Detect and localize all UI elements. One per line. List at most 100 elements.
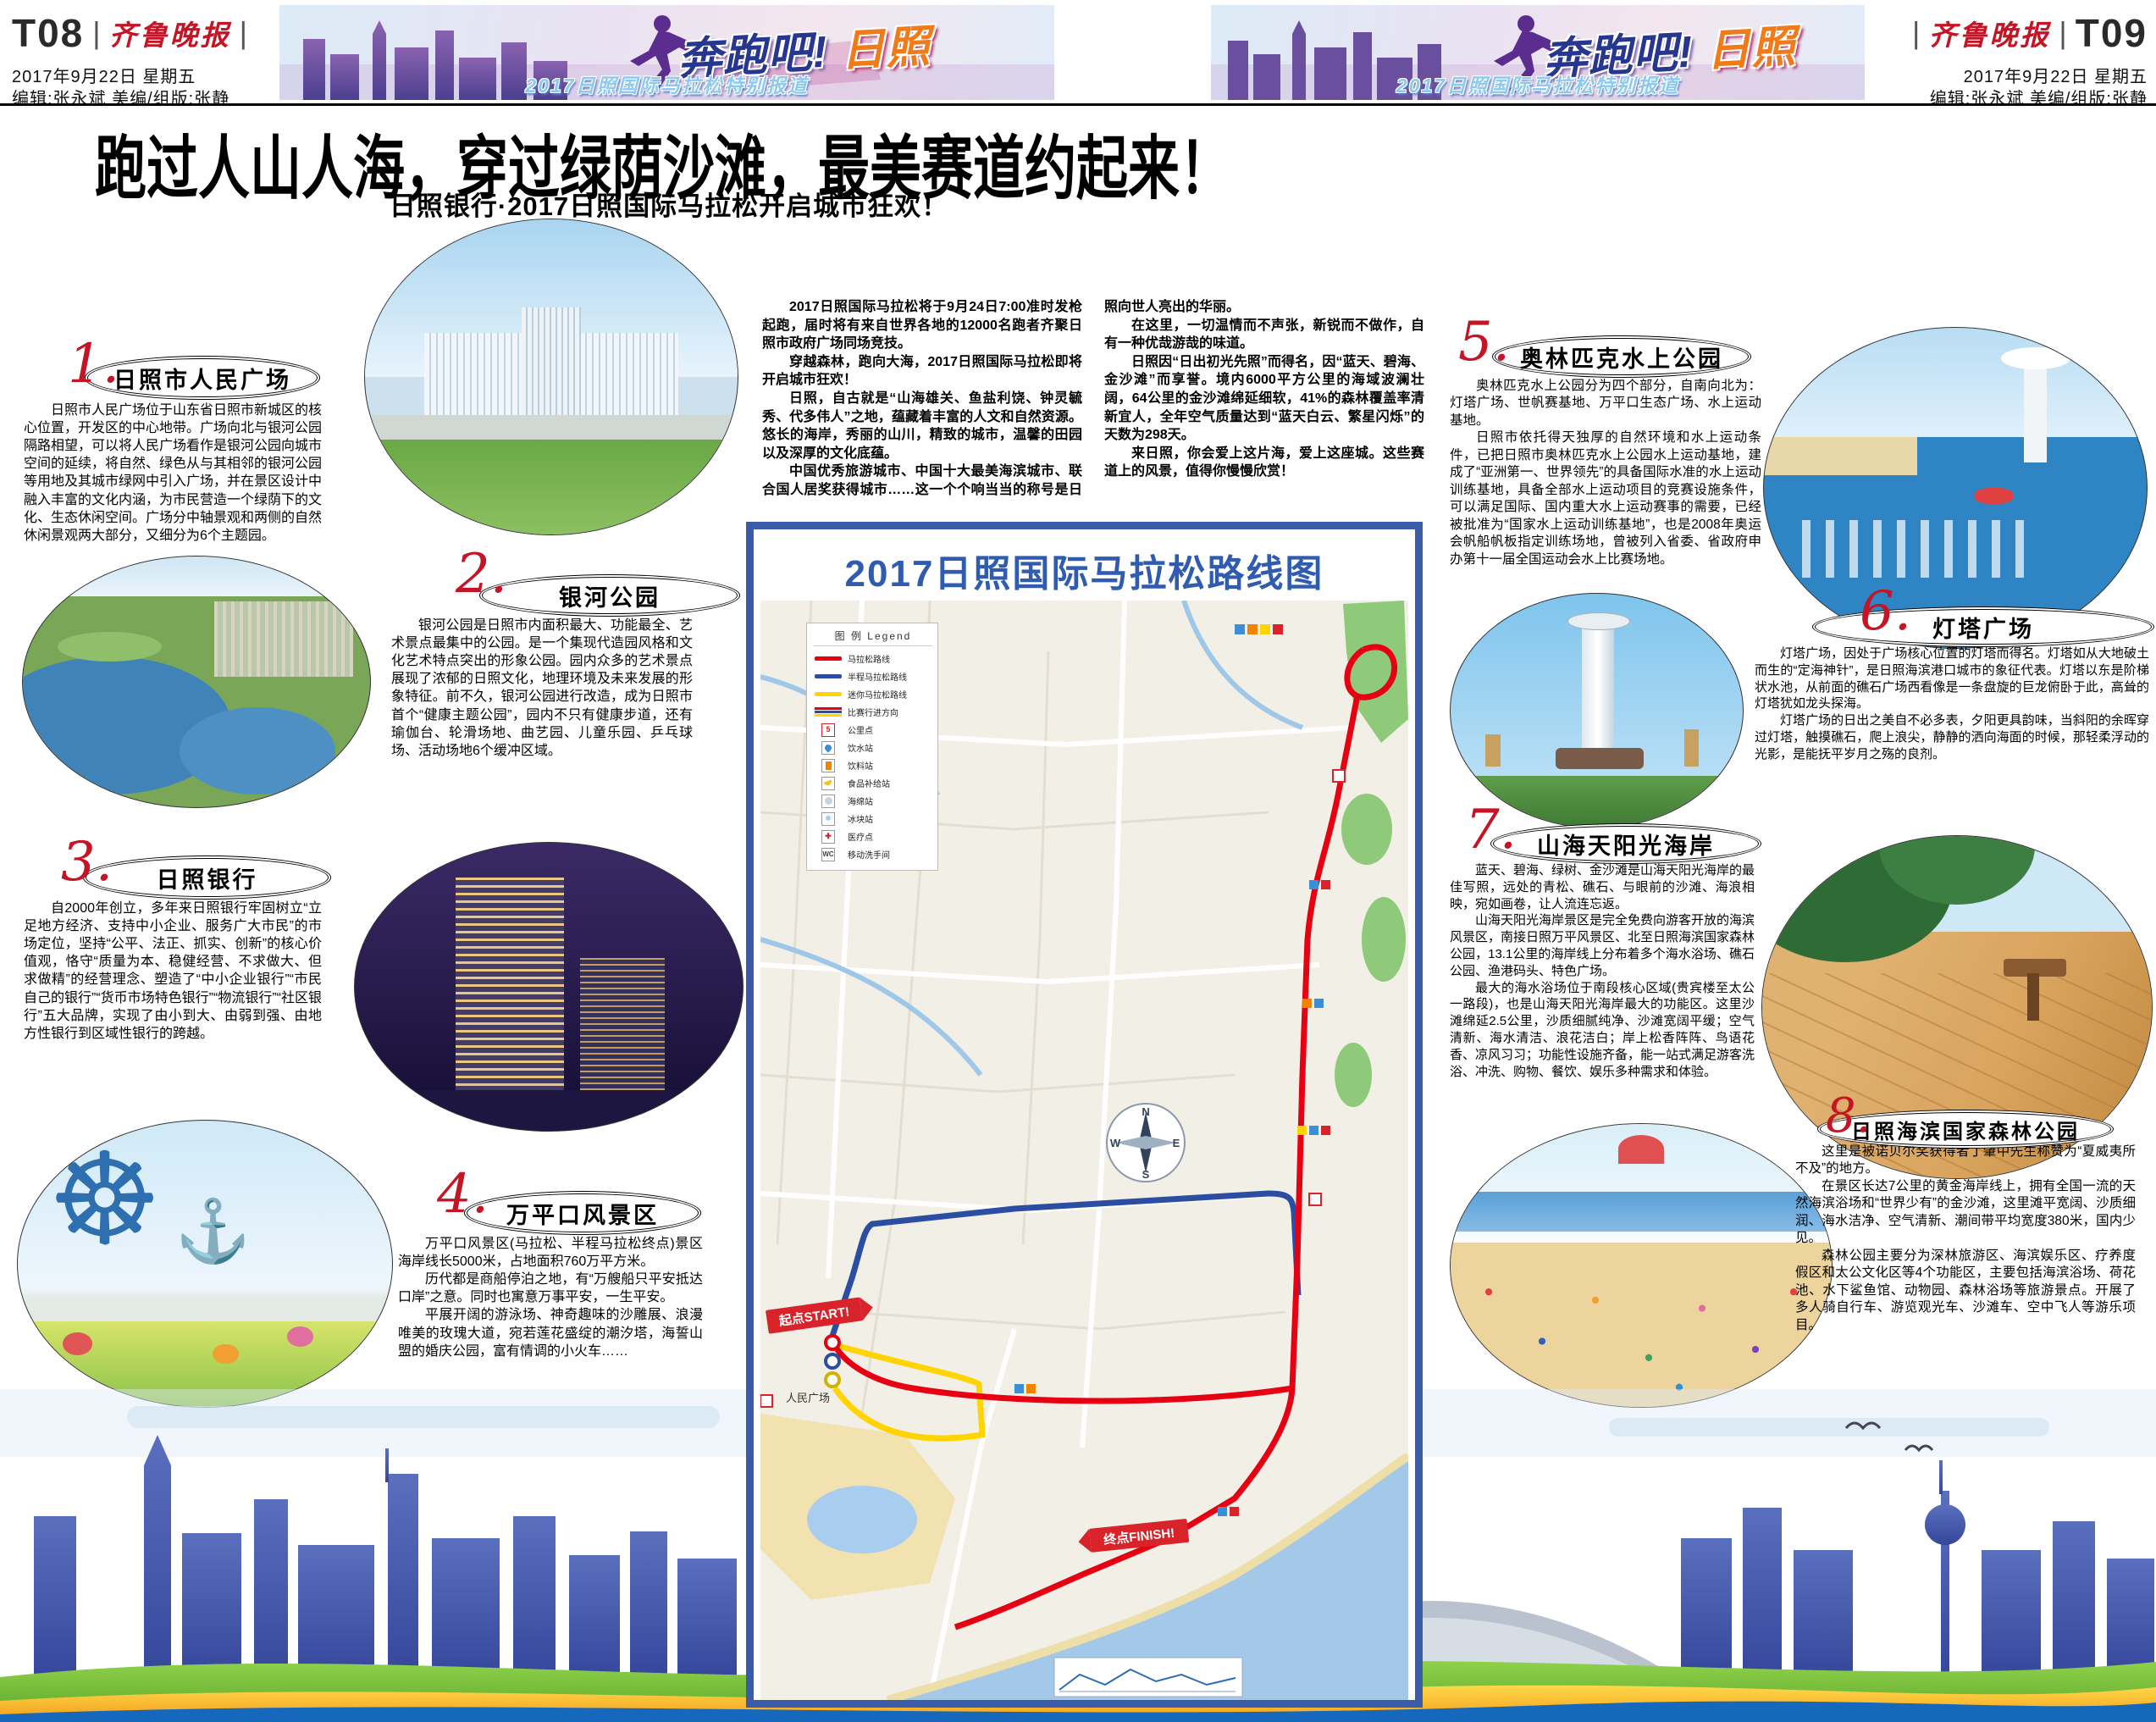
section-7-body: 蓝天、碧海、绿树、金沙滩是山海天阳光海岸的最佳写照，远处的青松、礁石、与眼前的沙…	[1450, 863, 1755, 1079]
section-3-body: 自2000年创立，多年来日照银行牢固树立“立足地方经济、支持中小企业、服务广大市…	[24, 901, 322, 1041]
banner-subtitle: 2017日照国际马拉松特别报道	[1396, 75, 1680, 97]
city-skyline-graphic	[0, 1389, 2156, 1722]
intro-para: 穿越森林，跑向大海，2017日照国际马拉松即将开启城市狂欢！	[762, 354, 1082, 388]
route-start-dot	[824, 1353, 841, 1370]
aid-station-icons	[760, 624, 1346, 1516]
section-1-body: 日照市人民广场位于山东省日照市新城区的核心位置，开发区的中心地带。广场向北与银河…	[24, 403, 323, 543]
banner-right: 奔跑吧! 日照 2017日照国际马拉松特别报道	[1211, 5, 1865, 100]
svg-text:E: E	[1173, 1137, 1180, 1149]
direction-arrows-icon	[815, 707, 842, 717]
banner-left: 奔跑吧! 日照 2017日照国际马拉松特别报道	[279, 5, 1054, 100]
intro-para: 日照因“日出初光先照”而得名，因“蓝天、碧海、金沙滩”而享誉。境内6000平方公…	[1104, 354, 1424, 443]
photo-wanpingkou: ☸ ⚓	[17, 1120, 393, 1408]
map-title: 2017日照国际马拉松路线图	[844, 553, 1324, 595]
page-header-right: | 齐鲁晚报 | T09	[1868, 10, 2148, 56]
section-title-label: 日照海滨国家森林公园	[1851, 1120, 2080, 1143]
section-3-number: 3.	[61, 831, 113, 894]
photo-bank-of-rizhao	[354, 842, 744, 1132]
intro-para: 2017日照国际马拉松将于9月24日7:00准时发枪起跑，届时将有来自世界各地的…	[762, 300, 1082, 352]
photo-peoples-square	[364, 219, 738, 535]
section-8-title: 日照海滨国家森林公园	[1817, 1110, 2114, 1149]
divider: |	[92, 15, 101, 50]
section-5-title: 奥林匹克水上公园	[1492, 335, 1751, 378]
section-8-body: 这里是被诺贝尔奖获得者丁肇中先生称赞为“夏威夷所不及”的地方。 在景区长达7公里…	[1795, 1144, 2136, 1332]
divider: |	[239, 15, 247, 50]
marathon-route	[832, 644, 1398, 1631]
banner-art	[279, 15, 1054, 100]
paper-logo-left: 齐鲁晚报	[108, 19, 231, 52]
banner-art	[1211, 15, 1865, 100]
section-8-number: 8.	[1826, 1088, 1871, 1143]
anchor-icon: ⚓	[174, 1197, 252, 1265]
header-rule	[0, 103, 2156, 106]
section-6-number: 6.	[1860, 580, 1912, 643]
page-header-left: T08 | 齐鲁晚报 |	[12, 10, 256, 56]
page-number-right: T09	[2075, 11, 2148, 55]
marathon-route-map: 2017日照国际马拉松路线图	[746, 522, 1423, 1708]
finish-banner: 终点FINISH!	[1078, 1519, 1190, 1553]
peoples-square-label: 人民广场	[786, 1392, 830, 1404]
svg-text:S: S	[1142, 1168, 1150, 1181]
section-5-body: 奥林匹克水上公园分为四个部分，自南向北为：灯塔广场、世帆赛基地、万平口生态广场、…	[1450, 379, 1761, 567]
svg-text:N: N	[1142, 1105, 1149, 1118]
photo-galaxy-park	[22, 556, 371, 808]
banner-subtitle: 2017日照国际马拉松特别报道	[525, 75, 809, 97]
photo-forest-park-beach	[1450, 1123, 1833, 1408]
compass-rose: N E S W	[1106, 1103, 1186, 1182]
medical-point-icon: ✚	[821, 829, 835, 844]
section-6-body: 灯塔广场，因处于广场核心位置的灯塔而得名。灯塔如从大地破土而生的“定海神针”，是…	[1755, 646, 2149, 761]
intro-para: 来日照，你会爱上这片海，爱上这座城。这些赛道上的风景，值得你慢慢欣赏！	[1104, 446, 1424, 479]
bird-icon	[1904, 1444, 1934, 1453]
divider: |	[2059, 15, 2067, 50]
section-2-title: 银河公园	[479, 574, 740, 617]
section-title-label: 万平口风景区	[506, 1202, 659, 1228]
half-marathon-route	[829, 1190, 1302, 1337]
section-title-label: 银河公园	[559, 584, 661, 611]
section-title-label: 日照银行	[156, 867, 258, 893]
sub-headline: 日照银行·2017日照国际马拉松开启城市狂欢！	[389, 191, 949, 221]
section-2-number: 2.	[456, 543, 508, 606]
ice-station-icon: ❄	[821, 811, 835, 826]
section-2-body: 银河公园是日照市内面积最大、功能最全、艺术景点最集中的公园。是一个集现代造园风格…	[391, 618, 693, 758]
km-marker-icon	[760, 1394, 773, 1408]
page-number-left: T08	[12, 11, 85, 55]
bird-icon	[1844, 1421, 1882, 1431]
elevation-profile	[1053, 1657, 1243, 1697]
banner-title-city: 日照	[839, 22, 932, 76]
section-6-title: 灯塔广场	[1812, 606, 2154, 647]
photo-olympic-water-park	[1763, 327, 2148, 649]
legend-title: 图 例 Legend	[814, 628, 932, 646]
section-7-number: 7.	[1465, 799, 1517, 861]
intro-para: 中国优秀旅游城市、中国十大最美海滨城市、联合国人居奖获得城市……这一个个响当当的…	[762, 300, 1241, 497]
section-title-label: 日照市人民广场	[113, 367, 291, 393]
route-start-dot	[824, 1371, 841, 1388]
restroom-icon: WC	[821, 847, 835, 861]
section-1-title: 日照市人民广场	[85, 356, 320, 400]
section-4-body: 万平口风景区(马拉松、半程马拉松终点)景区海岸线长5000米，占地面积760万平…	[398, 1237, 703, 1359]
intro-para: 日照，自古就是“山海雄关、鱼盐利饶、钟灵毓秀、代多伟人”之地，蕴藏着丰富的人文和…	[762, 390, 1082, 461]
section-5-number: 5.	[1458, 311, 1511, 374]
section-title-label: 奥林匹克水上公园	[1520, 346, 1723, 372]
photo-lighthouse-square	[1450, 593, 1744, 828]
map-canvas: 起点START! 终点FINISH! 人民广场	[760, 601, 1408, 1700]
sponge-station-icon	[821, 794, 835, 808]
section-7-title: 山海天阳光海岸	[1490, 823, 1761, 864]
section-4-title: 万平口风景区	[464, 1191, 701, 1235]
km-marker-icon: 5	[821, 723, 835, 737]
water-station-icon	[821, 740, 835, 755]
paper-logo-right: 齐鲁晚报	[1928, 19, 2051, 52]
banner-title-city: 日照	[1705, 22, 1798, 76]
section-4-number: 4.	[437, 1163, 489, 1226]
map-legend: 图 例 Legend 马拉松路线 半程马拉松路线 迷你马拉松路线 比赛行进方向 …	[806, 623, 938, 871]
main-headline: 跑过人山人海，穿过绿荫沙滩，最美赛道约起来！	[95, 130, 1232, 208]
route-start-dot	[824, 1334, 841, 1351]
mini-marathon-route	[832, 1341, 986, 1442]
km-marker-icon	[1308, 1193, 1322, 1206]
section-1-number: 1.	[68, 333, 120, 396]
date-left: 2017年9月22日 星期五	[12, 68, 196, 86]
divider: |	[1912, 15, 1921, 50]
section-3-title: 日照银行	[83, 855, 331, 900]
section-title-label: 灯塔广场	[1932, 616, 2034, 642]
intro-text: 2017日照国际马拉松将于9月24日7:00准时发枪起跑，届时将有来自世界各地的…	[762, 298, 1424, 523]
